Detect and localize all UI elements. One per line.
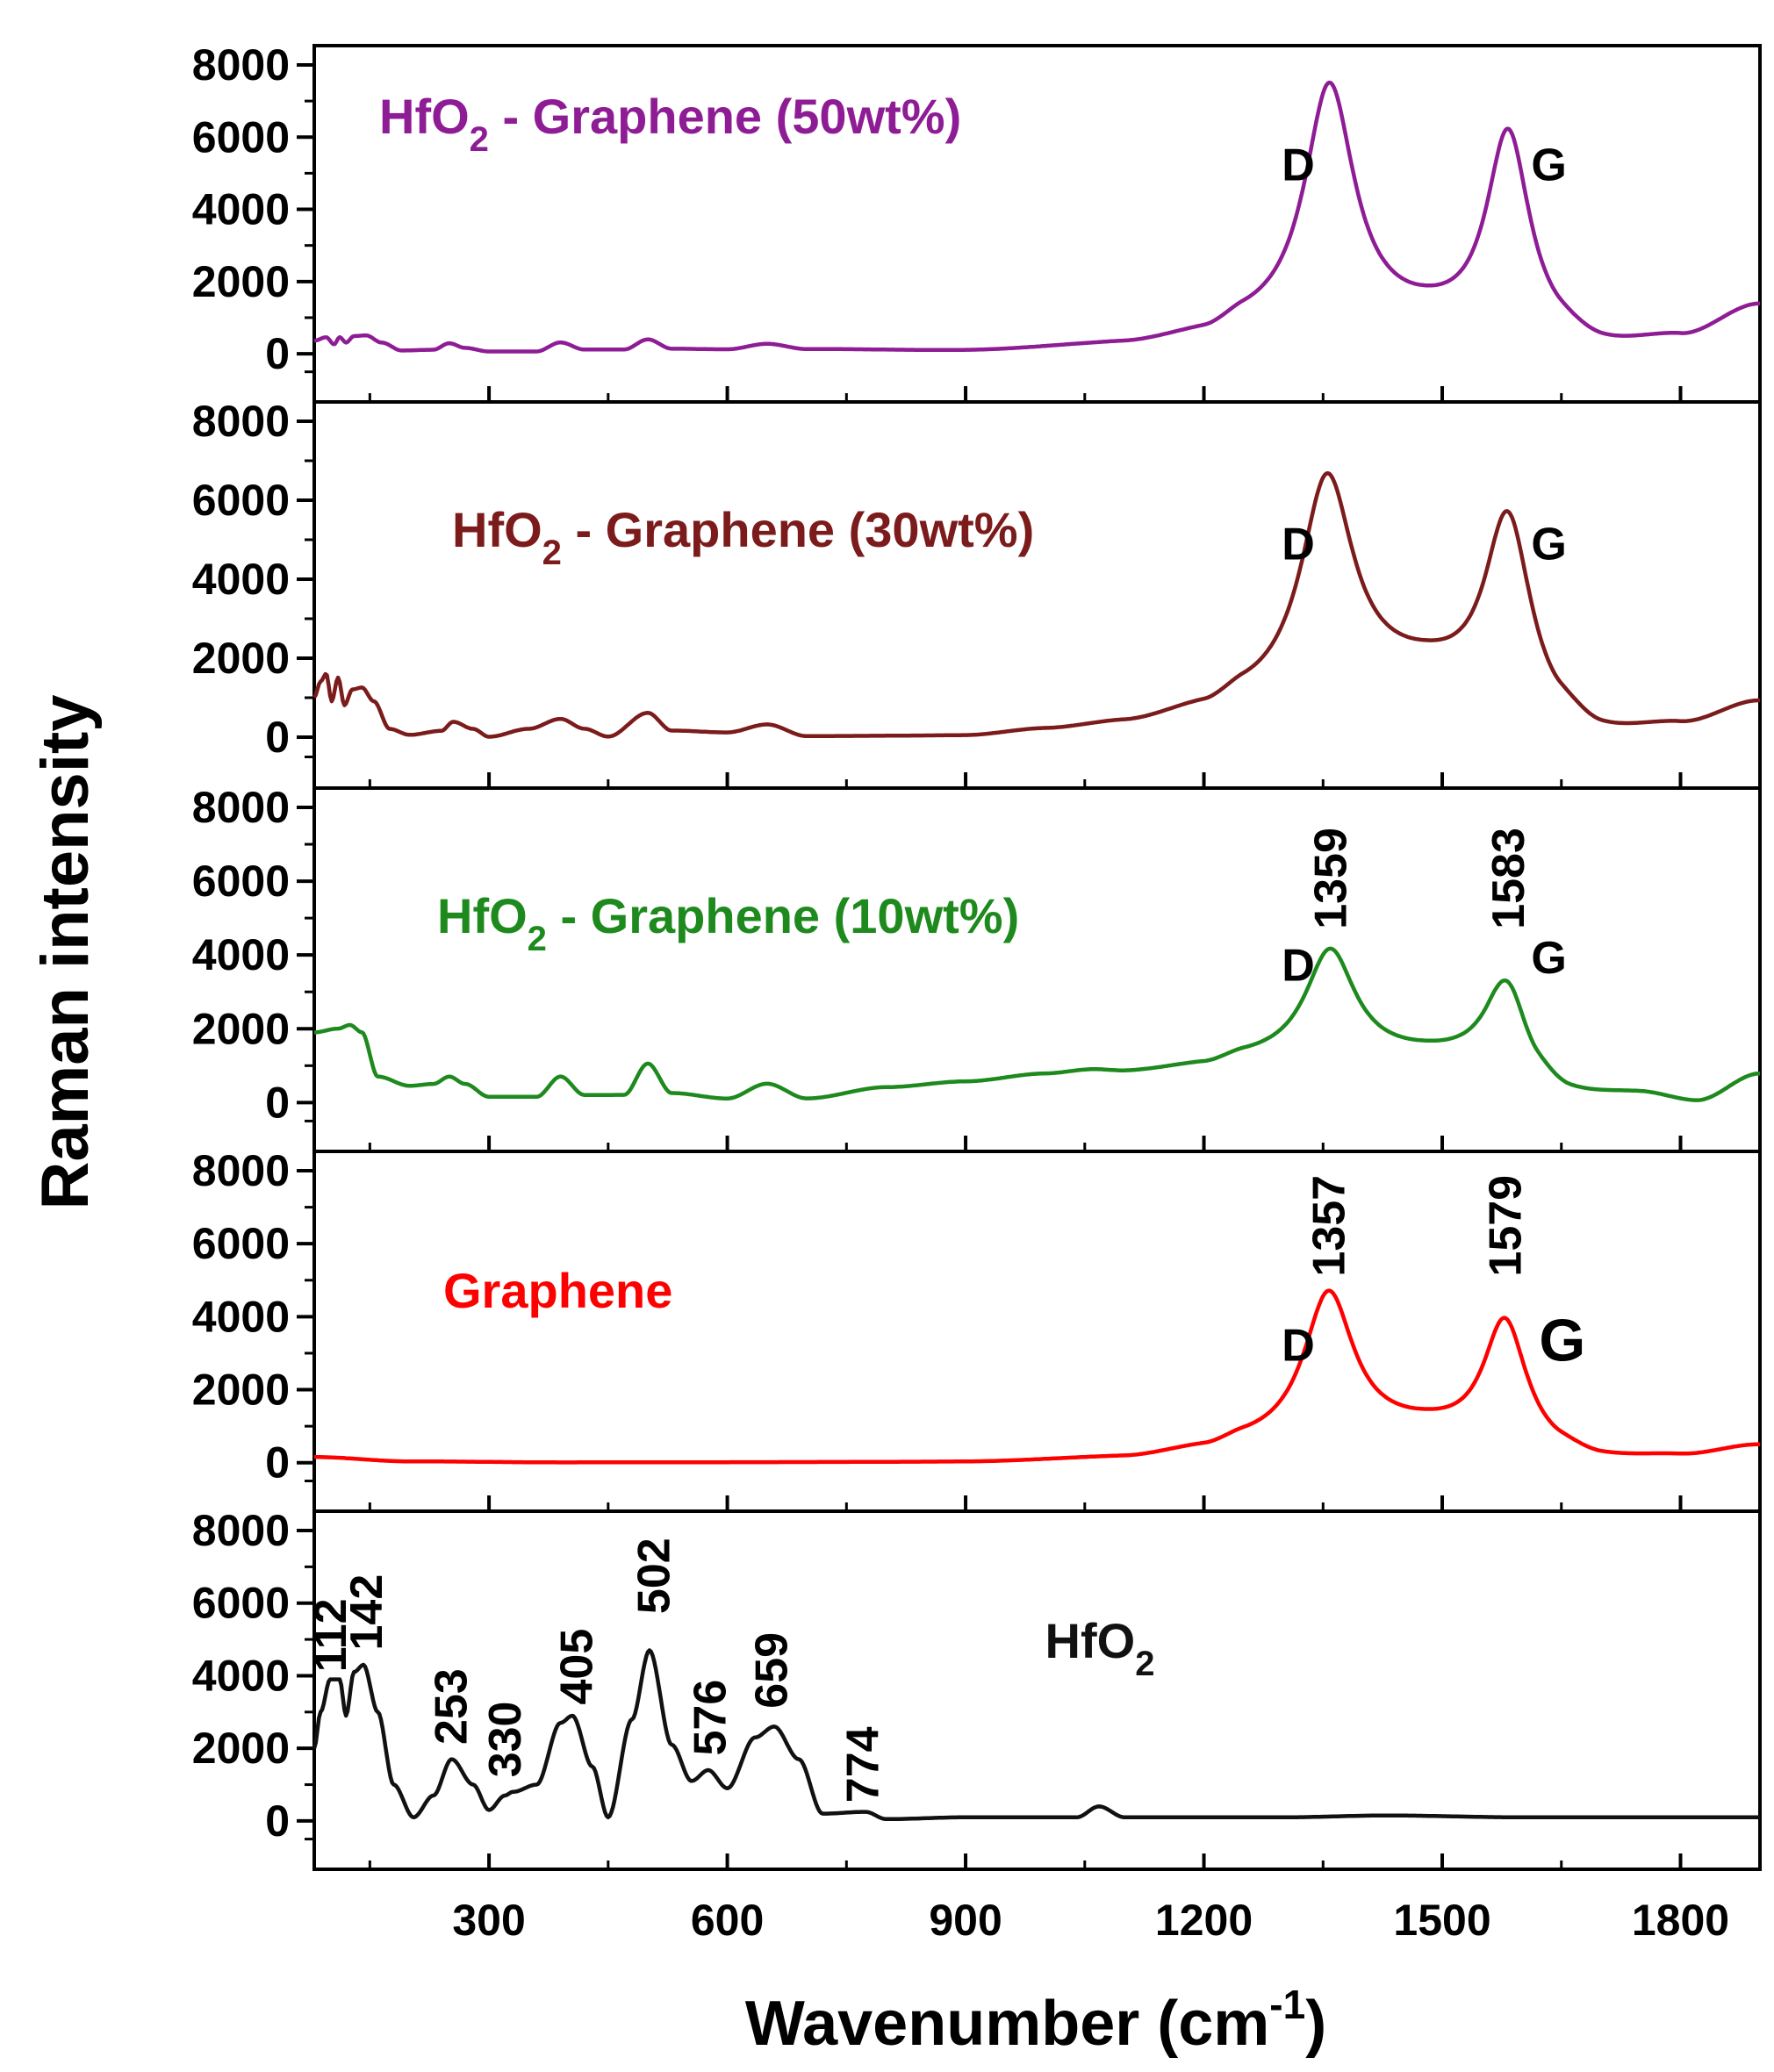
panel-label-subscript: 2 — [528, 920, 547, 958]
y-tick-label: 0 — [265, 713, 290, 762]
peak-position-label: 1357 — [1304, 1175, 1355, 1277]
x-axis-title-main: Wavenumber (cm — [745, 1989, 1269, 2059]
panel-label-subscript: 2 — [542, 534, 562, 572]
x-axis-title-close: ) — [1305, 1989, 1326, 2059]
y-tick-label: 6000 — [192, 476, 290, 525]
y-tick-label: 4000 — [192, 1292, 290, 1341]
panel-label-main: Graphene — [443, 1263, 672, 1318]
peak-position-label: 142 — [341, 1574, 392, 1651]
y-axis-title: Raman intensity — [28, 694, 103, 1209]
panel-label-rest: - Graphene (10wt%) — [547, 888, 1019, 943]
panel-label-graphene: Graphene — [443, 1263, 672, 1318]
panel-label-rest: - Graphene (50wt%) — [489, 89, 961, 144]
y-tick-label: 0 — [265, 1438, 290, 1488]
panel-label-subscript: 2 — [1135, 1645, 1154, 1683]
panel-label-hfo2-graphene-30wt: HfO2 - Graphene (30wt%) — [452, 502, 1034, 572]
y-tick-label: 4000 — [192, 1651, 290, 1700]
peak-position-label: 405 — [552, 1629, 603, 1705]
band-label: G — [1539, 1307, 1585, 1373]
y-tick-label: 4000 — [192, 930, 290, 979]
band-label: G — [1531, 933, 1566, 984]
y-tick-label: 8000 — [192, 397, 290, 446]
axis-ticks — [297, 63, 1683, 1869]
y-tick-label: 8000 — [192, 1506, 290, 1555]
plot-border — [312, 44, 1762, 1871]
y-tick-label: 4000 — [192, 555, 290, 604]
y-tick-label: 6000 — [192, 1219, 290, 1268]
peak-position-label: 576 — [686, 1680, 736, 1756]
panel-label-main: HfO — [379, 89, 470, 144]
y-tick-label: 4000 — [192, 185, 290, 234]
peak-position-label: 1359 — [1305, 828, 1356, 929]
y-tick-label: 2000 — [192, 257, 290, 306]
x-tick-label: 1800 — [1632, 1896, 1729, 1945]
y-tick-label: 6000 — [192, 857, 290, 906]
panel-label-main: HfO — [437, 888, 528, 943]
x-tick-label: 900 — [929, 1896, 1002, 1945]
y-tick-label: 0 — [265, 1796, 290, 1846]
band-label: D — [1282, 1320, 1315, 1371]
x-axis-title-superscript: -1 — [1269, 1982, 1305, 2027]
y-tick-label: 8000 — [192, 40, 290, 90]
y-tick-label: 2000 — [192, 1004, 290, 1053]
spectra-lines — [312, 80, 1761, 1822]
spectrum-line-hfo2-graphene-50wt — [313, 80, 1761, 354]
peak-position-label: 659 — [746, 1632, 797, 1709]
y-tick-label: 2000 — [192, 1366, 290, 1415]
x-tick-label: 1200 — [1155, 1896, 1253, 1945]
spectrum-line-hfo2 — [312, 1648, 1761, 1822]
plot-frame — [312, 44, 1762, 1871]
panel-label-hfo2-graphene-10wt: HfO2 - Graphene (10wt%) — [437, 888, 1019, 958]
panel-label-main: HfO — [1045, 1613, 1136, 1668]
spectrum-line-hfo2-graphene-30wt — [312, 470, 1761, 739]
spectrum-line-hfo2-graphene-10wt — [313, 946, 1761, 1102]
y-tick-label: 8000 — [192, 783, 290, 832]
y-tick-label: 2000 — [192, 634, 290, 683]
peak-position-label: 253 — [427, 1668, 478, 1745]
band-label: D — [1282, 520, 1315, 570]
x-tick-label: 1500 — [1393, 1896, 1490, 1945]
y-tick-label: 0 — [265, 329, 290, 378]
panel-label-subscript: 2 — [470, 120, 489, 159]
peak-position-label: 1583 — [1483, 828, 1534, 929]
x-tick-label: 300 — [452, 1896, 525, 1945]
x-axis-title: Wavenumber (cm-1) — [745, 1982, 1326, 2059]
peak-position-label: 112 — [305, 1598, 356, 1672]
peak-position-label: 330 — [480, 1702, 531, 1778]
y-tick-label: 6000 — [192, 112, 290, 161]
band-label: D — [1282, 140, 1315, 191]
band-label: G — [1531, 140, 1566, 191]
y-tick-label: 6000 — [192, 1579, 290, 1628]
y-tick-label: 8000 — [192, 1146, 290, 1195]
band-label: G — [1531, 520, 1566, 570]
panel-label-hfo2-graphene-50wt: HfO2 - Graphene (50wt%) — [379, 89, 961, 159]
panel-label-rest: - Graphene (30wt%) — [562, 502, 1034, 557]
peak-position-label: 774 — [837, 1726, 888, 1803]
panel-label-hfo2: HfO2 — [1045, 1613, 1155, 1683]
y-tick-label: 0 — [265, 1078, 290, 1127]
band-label: D — [1282, 941, 1315, 992]
peak-position-label: 502 — [628, 1538, 679, 1614]
peak-position-label: 1579 — [1481, 1175, 1532, 1277]
x-tick-label: 600 — [691, 1896, 764, 1945]
spectrum-line-graphene — [313, 1288, 1761, 1465]
panel-label-main: HfO — [452, 502, 542, 557]
y-tick-label: 2000 — [192, 1724, 290, 1773]
